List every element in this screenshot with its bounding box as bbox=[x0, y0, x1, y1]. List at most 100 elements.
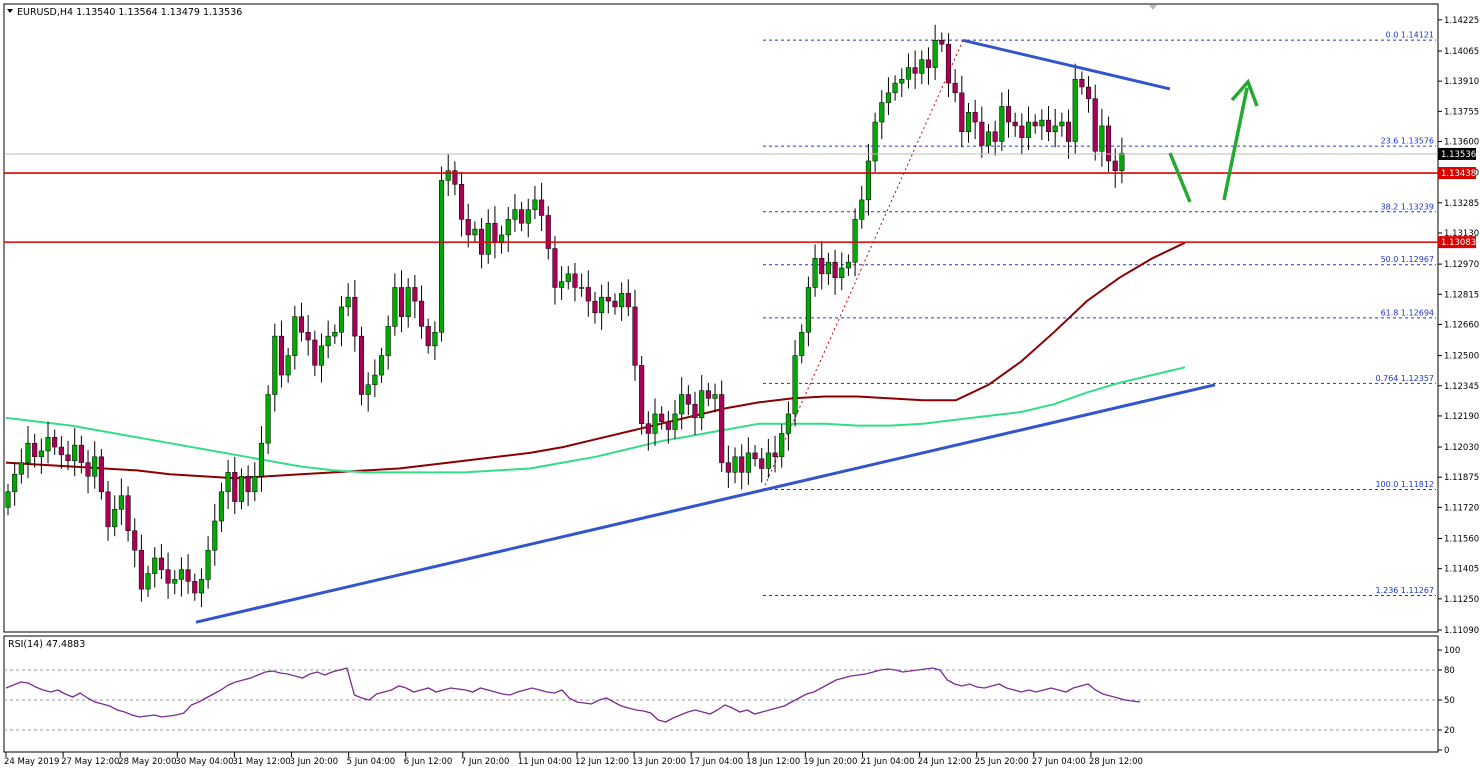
candle bbox=[572, 262, 578, 302]
candle bbox=[378, 347, 385, 383]
candle bbox=[365, 372, 371, 412]
candle bbox=[832, 249, 838, 295]
candle bbox=[999, 92, 1005, 151]
candle-body-bull bbox=[779, 433, 785, 458]
candle bbox=[652, 398, 658, 446]
candle bbox=[352, 280, 358, 352]
fibonacci-levels: 0.0 1.14121 23.6 1.13576 38.2 1.13239 50.0 … bbox=[762, 31, 1436, 597]
price-tick-label: 1.12660 bbox=[1444, 320, 1479, 330]
candle-body-bull bbox=[372, 374, 378, 386]
candle bbox=[1039, 109, 1045, 140]
candle bbox=[879, 90, 885, 140]
candle-body-bear bbox=[65, 454, 71, 461]
candle bbox=[25, 426, 31, 479]
candle bbox=[238, 468, 244, 510]
price-axis[interactable]: 1.14225 1.14065 1.13910 1.13755 1.13600 1.134… bbox=[1438, 16, 1479, 636]
candle-body-bear bbox=[819, 258, 825, 275]
price-tick-label: 1.13755 bbox=[1444, 107, 1479, 117]
time-tick-label: 24 Jun 12:00 bbox=[918, 757, 972, 767]
candle bbox=[292, 305, 298, 370]
candle bbox=[332, 324, 338, 344]
candle-body-bear bbox=[452, 170, 458, 185]
candle bbox=[645, 411, 651, 451]
candle bbox=[792, 340, 798, 427]
candle bbox=[939, 32, 945, 52]
price-tick-label: 1.11405 bbox=[1444, 565, 1479, 575]
candle bbox=[565, 266, 571, 290]
candle-body-bull bbox=[172, 579, 178, 584]
candle bbox=[45, 421, 51, 464]
time-tick-label: 13 Jun 20:00 bbox=[632, 757, 686, 767]
candle-body-bull bbox=[25, 442, 31, 463]
candle bbox=[605, 281, 611, 314]
candle bbox=[712, 383, 718, 413]
candle-body-bull bbox=[365, 384, 371, 395]
candle-body-bull bbox=[1059, 121, 1065, 127]
candle-body-bear bbox=[945, 43, 952, 84]
candle-body-bull bbox=[392, 287, 398, 327]
rsi-tick-label: 20 bbox=[1444, 726, 1455, 736]
candle-body-bull bbox=[205, 549, 211, 580]
candle bbox=[959, 75, 965, 148]
candle bbox=[585, 270, 591, 317]
candle-body-bull bbox=[472, 228, 478, 236]
candle bbox=[425, 318, 431, 354]
candle bbox=[345, 283, 351, 317]
candle-body-bull bbox=[112, 509, 118, 528]
candle bbox=[725, 445, 731, 488]
candle-body-bear bbox=[545, 215, 551, 249]
candle bbox=[632, 289, 638, 381]
candle-body-bull bbox=[985, 131, 992, 146]
candle-body-bull bbox=[899, 78, 905, 84]
candle bbox=[785, 401, 791, 451]
candle-body-bull bbox=[1099, 125, 1105, 152]
candle bbox=[452, 161, 458, 196]
candle bbox=[512, 194, 518, 232]
candle bbox=[305, 315, 311, 356]
candle bbox=[1025, 106, 1032, 151]
candle bbox=[472, 221, 478, 243]
candle bbox=[925, 47, 932, 85]
candle bbox=[559, 266, 565, 300]
candle bbox=[819, 241, 825, 290]
candle-body-bear bbox=[639, 365, 645, 424]
candle-body-bull bbox=[152, 557, 158, 574]
time-tick-label: 30 May 04:00 bbox=[175, 757, 233, 767]
candle-body-bear bbox=[305, 331, 311, 341]
time-tick-label: 18 Jun 12:00 bbox=[746, 757, 800, 767]
candle bbox=[525, 198, 531, 238]
candle-body-bear bbox=[98, 456, 104, 493]
candle-body-bull bbox=[565, 273, 571, 282]
candle-body-bull bbox=[285, 355, 291, 376]
candle bbox=[892, 75, 898, 101]
candle-body-bear bbox=[352, 296, 358, 337]
candle-body-bull bbox=[432, 331, 438, 347]
candle bbox=[505, 206, 511, 253]
candle-body-bear bbox=[592, 300, 598, 314]
candle bbox=[318, 333, 325, 383]
candle bbox=[252, 462, 258, 502]
candle bbox=[539, 182, 545, 232]
price-tick-label: 1.11250 bbox=[1444, 595, 1479, 605]
candle-body-bull bbox=[905, 67, 912, 80]
candle bbox=[845, 254, 851, 276]
rsi-tick-label: 100 bbox=[1444, 646, 1460, 656]
candle-body-bear bbox=[32, 442, 38, 458]
candle-body-bear bbox=[132, 530, 138, 551]
candle bbox=[398, 270, 405, 333]
candle bbox=[85, 450, 91, 494]
candle bbox=[672, 399, 678, 439]
price-tick-label: 1.14065 bbox=[1444, 47, 1479, 57]
candle bbox=[839, 252, 845, 291]
candle bbox=[885, 77, 891, 116]
candle bbox=[1119, 137, 1125, 184]
price-tick-label: 1.12970 bbox=[1444, 260, 1479, 270]
candle bbox=[979, 106, 985, 158]
symbol-menu-triangle-icon[interactable] bbox=[7, 9, 13, 13]
candle bbox=[1019, 113, 1025, 155]
price-marker-label: 1.13536 bbox=[1441, 150, 1476, 160]
candle-body-bull bbox=[579, 287, 585, 289]
scroll-marker-icon[interactable] bbox=[1149, 5, 1157, 10]
support-resistance-lines bbox=[4, 153, 1438, 243]
